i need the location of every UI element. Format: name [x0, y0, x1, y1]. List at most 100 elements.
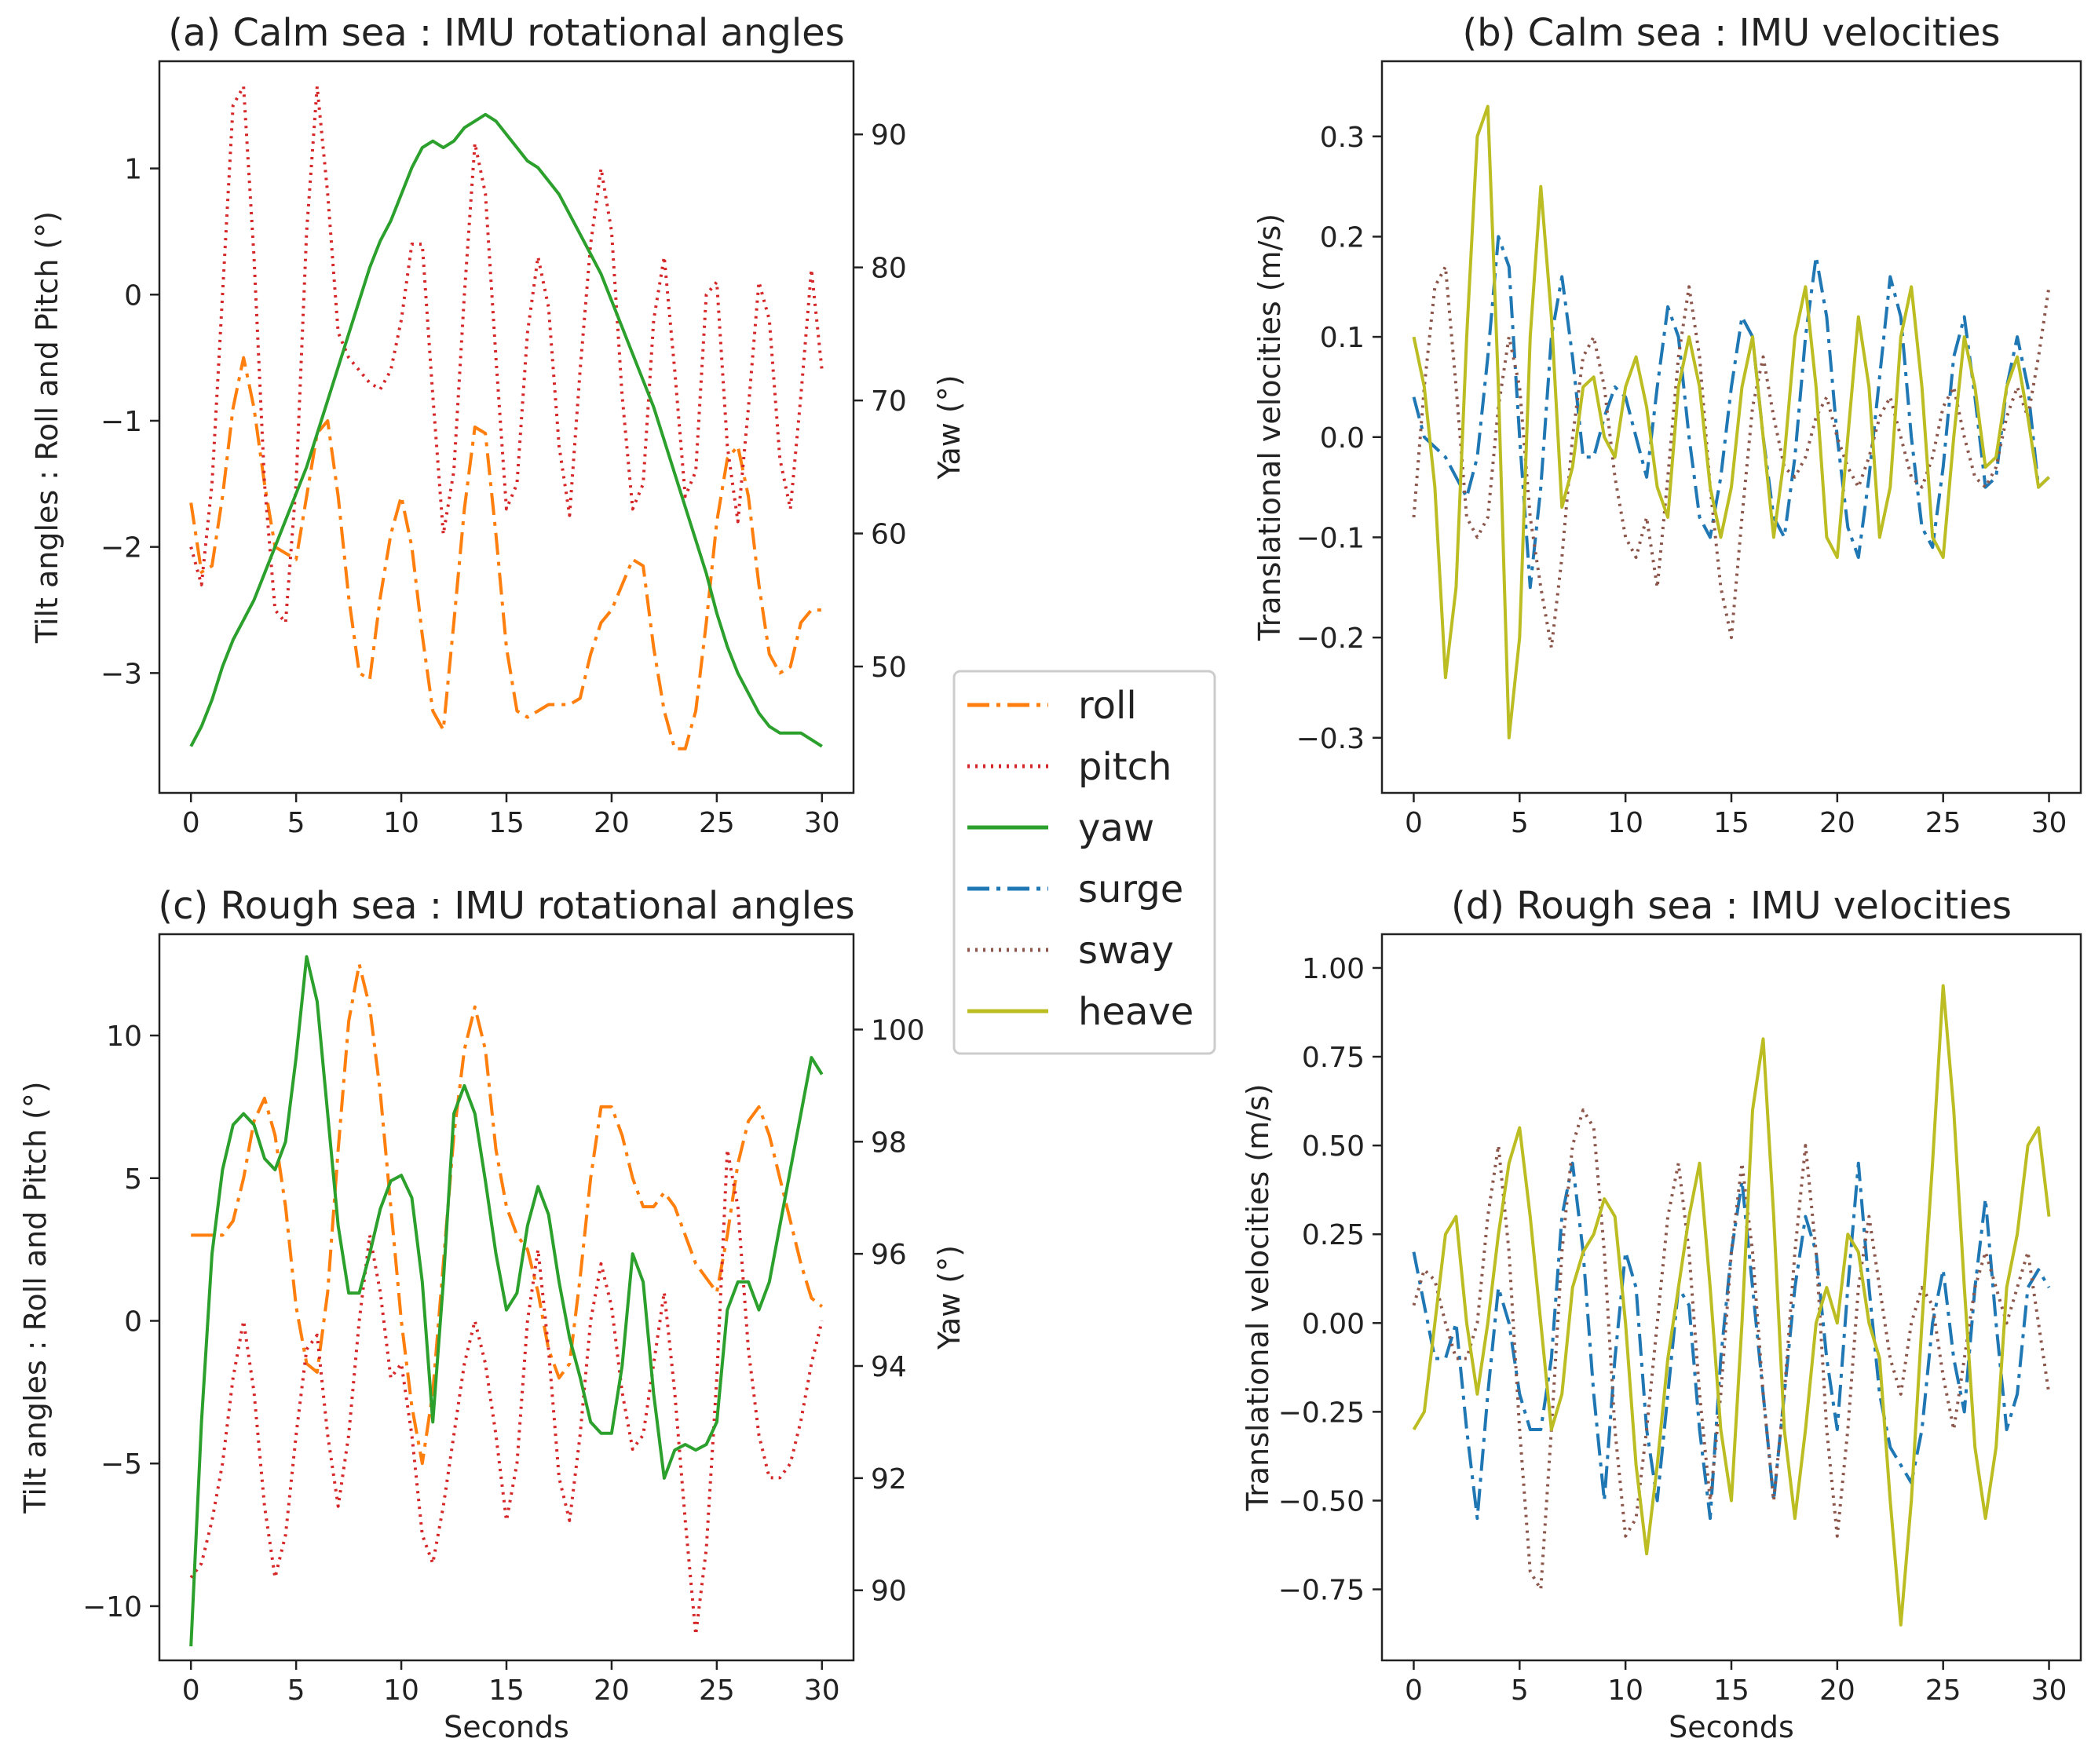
legend-label-pitch: pitch: [1078, 745, 1172, 789]
x-tick-label: 15: [1713, 807, 1749, 839]
y-tick-label: 0.1: [1320, 322, 1365, 354]
legend-label-roll: roll: [1078, 684, 1137, 728]
y-tick-label: 0.3: [1320, 122, 1365, 154]
plot-frame: [1380, 60, 2082, 794]
panel-c: (c) Rough sea : IMU rotational angles 0 5 1…: [18, 884, 967, 1744]
x-tick-label: 0: [182, 1675, 200, 1707]
y2-tick-label: 50: [871, 652, 907, 684]
series-line-surge: [1412, 235, 2050, 590]
x-tick-label: 0: [1405, 807, 1423, 839]
legend-label-surge: surge: [1078, 867, 1183, 911]
x-tick-label: 5: [1511, 1675, 1529, 1707]
series-group: [189, 85, 824, 751]
x-tick-label: 30: [2031, 807, 2067, 839]
x-axis-label: Seconds: [1669, 1710, 1794, 1744]
legend-label-heave: heave: [1078, 990, 1194, 1034]
series-line-yaw: [189, 112, 823, 748]
y-tick-label: −0.25: [1278, 1397, 1365, 1429]
y2-tick-label: 100: [871, 1014, 925, 1046]
series-group: [189, 955, 824, 1647]
x-tick-label: 10: [383, 807, 419, 839]
series-line-sway: [1412, 265, 2051, 649]
legend-label-sway: sway: [1078, 929, 1174, 973]
y2-axis-label: Yaw (°): [932, 1245, 967, 1350]
x-tick-label: 15: [488, 807, 525, 839]
y-tick-label: −0.1: [1296, 522, 1365, 554]
y-tick-label: −0.3: [1296, 723, 1365, 755]
series-line-roll: [189, 356, 822, 751]
x-tick-label: 25: [699, 1675, 735, 1707]
x-tick-label: 5: [287, 807, 305, 839]
x-tick-label: 15: [488, 1675, 525, 1707]
y-tick-label: −3: [101, 658, 142, 690]
y-tick-label: 0: [124, 279, 142, 312]
y2-tick-label: 90: [871, 119, 907, 152]
y2-tick-label: 70: [871, 385, 907, 418]
x-axis-label: Seconds: [444, 1710, 569, 1744]
series-line-surge: [1412, 1161, 2051, 1521]
y-axis-label: Tilt angles : Roll and Pitch (°): [18, 1081, 53, 1514]
x-tick-label: 10: [383, 1675, 419, 1707]
series-group: [1412, 984, 2051, 1627]
x-tick-label: 30: [804, 807, 840, 839]
plot-frame: [158, 60, 855, 794]
panel-title: (b) Calm sea : IMU velocities: [1462, 11, 2000, 55]
x-tick-label: 25: [699, 807, 735, 839]
x-tick-label: 30: [2031, 1675, 2067, 1707]
x-tick-label: 0: [1405, 1675, 1423, 1707]
series-line-pitch: [189, 85, 824, 625]
x-tick-label: 20: [594, 807, 630, 839]
x-tick-label: 20: [594, 1675, 630, 1707]
x-tick-label: 30: [804, 1675, 840, 1707]
plot-frame: [1380, 933, 2082, 1662]
x-tick-label: 5: [287, 1675, 305, 1707]
panel-b: (b) Calm sea : IMU velocities 0 5 10 15 20 25 3…: [1252, 11, 2082, 839]
series-line-heave: [1412, 104, 2050, 740]
y-tick-label: −1: [101, 406, 142, 438]
y2-axis-label: Yaw (°): [932, 374, 967, 480]
legend-label-yaw: yaw: [1078, 806, 1154, 850]
x-tick-label: 0: [182, 807, 200, 839]
y-tick-label: 5: [124, 1163, 142, 1196]
y-tick-label: −10: [82, 1591, 142, 1623]
y-tick-label: 1: [124, 154, 142, 186]
y-tick-label: 0.0: [1320, 422, 1365, 455]
y2-tick-label: 94: [871, 1351, 907, 1383]
y-tick-label: −5: [101, 1448, 142, 1481]
x-tick-label: 25: [1925, 807, 1961, 839]
y-tick-label: 10: [106, 1021, 142, 1053]
x-tick-label: 10: [1607, 1675, 1643, 1707]
series-line-sway: [1412, 1108, 2051, 1591]
legend-frame: [952, 670, 1216, 1055]
y-tick-label: 0.75: [1302, 1042, 1365, 1074]
y-axis-label: Tilt angles : Roll and Pitch (°): [30, 211, 64, 644]
y-tick-label: −2: [101, 532, 142, 564]
series-line-pitch: [189, 1148, 824, 1637]
legend: roll pitch yaw surge sway heave: [952, 670, 1216, 1055]
x-tick-label: 5: [1511, 807, 1529, 839]
y2-tick-label: 90: [871, 1576, 907, 1608]
x-tick-label: 25: [1925, 1675, 1961, 1707]
y-tick-label: 1.00: [1302, 953, 1365, 985]
y2-tick-label: 96: [871, 1239, 907, 1271]
y2-tick-label: 80: [871, 253, 907, 285]
plot-frame: [158, 933, 855, 1662]
y-tick-label: 0: [124, 1306, 142, 1338]
y-tick-label: −0.50: [1278, 1485, 1365, 1517]
series-group: [1412, 104, 2051, 740]
y-axis-label: Translational velocities (m/s): [1241, 1083, 1275, 1511]
x-tick-label: 10: [1607, 807, 1643, 839]
y-tick-label: 0.25: [1302, 1219, 1365, 1251]
panel-title: (d) Rough sea : IMU velocities: [1451, 884, 2012, 928]
panel-d: (d) Rough sea : IMU velocities 0 5 10 15 20 25…: [1241, 884, 2082, 1744]
y2-tick-label: 92: [871, 1463, 907, 1496]
y-tick-label: 0.00: [1302, 1308, 1365, 1340]
x-tick-label: 15: [1713, 1675, 1749, 1707]
series-line-yaw: [189, 955, 824, 1647]
y-tick-label: −0.75: [1278, 1575, 1365, 1607]
panel-title: (c) Rough sea : IMU rotational angles: [158, 884, 854, 928]
y2-tick-label: 98: [871, 1127, 907, 1159]
series-line-heave: [1412, 984, 2051, 1627]
